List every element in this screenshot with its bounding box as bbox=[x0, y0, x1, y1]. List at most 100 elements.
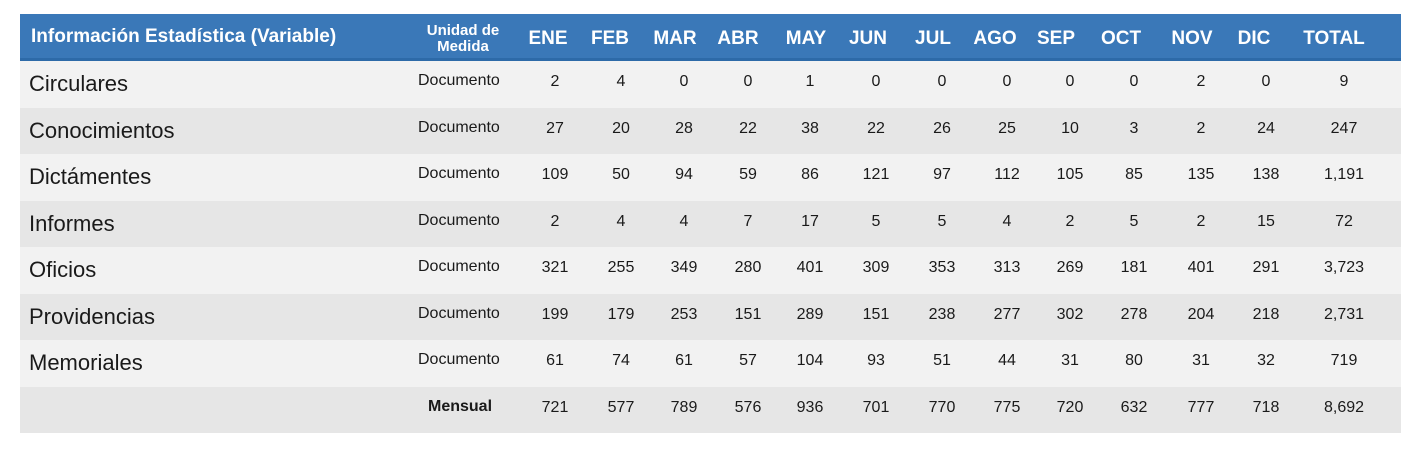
table-cell-value: 2 bbox=[550, 73, 560, 90]
table-cell-value: 309 bbox=[862, 259, 890, 276]
row-variable-name: Dictámentes bbox=[29, 164, 152, 189]
table-cell-value: 0 bbox=[1002, 73, 1012, 90]
table-cell-value: 4 bbox=[1002, 212, 1012, 230]
table-cell-value: 770 bbox=[928, 398, 956, 416]
table-row: Circulares Documento 2 4 0 0 1 0 0 0 0 0 2 0 9 bbox=[20, 61, 1401, 108]
table-cell-value: 105 bbox=[1056, 166, 1084, 183]
statistics-table: Información Estadística (Variable) Unida… bbox=[20, 14, 1401, 433]
table-cell-value: 632 bbox=[1120, 398, 1148, 416]
header-month: OCT bbox=[1100, 28, 1142, 49]
table-cell-value: 15 bbox=[1257, 212, 1275, 230]
header-month: ABR bbox=[717, 28, 759, 49]
table-cell-value: 313 bbox=[993, 259, 1021, 276]
table-row: Dictámentes Documento 109 50 94 59 86 121 97 112 1… bbox=[20, 154, 1401, 201]
header-month: JUN bbox=[848, 28, 888, 49]
row-total: 3,723 bbox=[1323, 259, 1365, 276]
table-cell-value: 349 bbox=[670, 259, 698, 276]
table-cell-value: 22 bbox=[867, 119, 885, 137]
row-total: 72 bbox=[1335, 212, 1353, 230]
table-cell-value: 32 bbox=[1257, 352, 1275, 369]
table-cell-value: 61 bbox=[675, 352, 693, 369]
table-cell-value: 51 bbox=[933, 352, 951, 369]
row-variable-name: Informes bbox=[29, 210, 115, 236]
row-variable-name: Oficios bbox=[29, 257, 97, 282]
table-cell-value: 0 bbox=[1065, 73, 1075, 90]
table-cell-value: 151 bbox=[734, 305, 762, 323]
table-cell-value: 289 bbox=[796, 305, 824, 323]
row-unit: Documento bbox=[418, 304, 500, 322]
table-cell-value: 85 bbox=[1125, 166, 1143, 183]
table-cell-value: 401 bbox=[796, 259, 824, 276]
row-total: 719 bbox=[1330, 352, 1358, 369]
table-cell-value: 17 bbox=[801, 212, 819, 230]
table-cell-value: 269 bbox=[1056, 259, 1084, 276]
header-variable: Información Estadística (Variable) bbox=[31, 26, 337, 47]
table-cell-value: 61 bbox=[546, 352, 564, 369]
table-row: Conocimientos Documento 27 20 28 22 38 22 26 25 10… bbox=[20, 107, 1401, 154]
row-unit: Documento bbox=[418, 165, 500, 182]
table-cell-value: 109 bbox=[541, 166, 569, 183]
row-unit: Documento bbox=[418, 72, 500, 89]
table-cell-value: 2 bbox=[1196, 212, 1206, 230]
table-cell-value: 5 bbox=[937, 212, 947, 230]
table-cell-value: 789 bbox=[670, 398, 698, 416]
row-total: 9 bbox=[1339, 73, 1349, 90]
table-body: Circulares Documento 2 4 0 0 1 0 0 0 0 0 2 0 9 Conocimi… bbox=[20, 61, 1401, 433]
row-variable-name: Providencias bbox=[29, 303, 155, 329]
table-cell-value: 936 bbox=[796, 398, 824, 416]
table-cell-value: 255 bbox=[607, 259, 635, 276]
table-cell-value: 4 bbox=[616, 73, 626, 90]
table-cell-value: 31 bbox=[1061, 352, 1079, 369]
table-cell-value: 2 bbox=[1065, 212, 1075, 230]
header-month: FEB bbox=[591, 28, 629, 49]
header-month: DIC bbox=[1237, 28, 1271, 49]
header-month: NOV bbox=[1171, 28, 1213, 49]
table-cell-value: 0 bbox=[937, 73, 947, 90]
table-cell-value: 280 bbox=[734, 259, 762, 276]
table-cell-value: 353 bbox=[928, 259, 956, 276]
table-cell-value: 20 bbox=[612, 119, 630, 137]
table-cell-value: 26 bbox=[933, 119, 951, 137]
table-cell-value: 93 bbox=[867, 352, 885, 369]
header-month: MAR bbox=[653, 28, 697, 49]
row-total: 247 bbox=[1330, 119, 1358, 137]
table-cell-value: 5 bbox=[871, 212, 881, 230]
table-row: Oficios Documento 321 255 349 280 401 309 353 313… bbox=[20, 247, 1401, 294]
header-total: TOTAL bbox=[1303, 28, 1365, 49]
table-cell-value: 25 bbox=[998, 119, 1016, 137]
table-cell-value: 86 bbox=[801, 166, 819, 183]
header-month: ENE bbox=[528, 28, 568, 49]
table-cell-value: 121 bbox=[862, 166, 890, 183]
table-cell-value: 576 bbox=[734, 398, 762, 416]
row-unit: Documento bbox=[418, 211, 500, 229]
table-cell-value: 181 bbox=[1120, 259, 1148, 276]
row-variable-name: Conocimientos bbox=[29, 117, 175, 143]
table-row: Providencias Documento 199 179 253 151 289 151 2… bbox=[20, 293, 1401, 340]
table-header: Información Estadística (Variable) Unida… bbox=[20, 14, 1401, 61]
table-row: Informes Documento 2 4 4 7 17 5 5 4 2 5 2 15 72 bbox=[20, 200, 1401, 247]
table-cell-value: 777 bbox=[1187, 398, 1215, 416]
table-cell-value: 135 bbox=[1187, 166, 1215, 183]
table-cell-value: 238 bbox=[928, 305, 956, 323]
table-cell-value: 218 bbox=[1252, 305, 1280, 323]
table-cell-value: 253 bbox=[670, 305, 698, 323]
table-cell-value: 57 bbox=[739, 352, 757, 369]
table-cell-value: 204 bbox=[1187, 305, 1215, 323]
table-cell-value: 7 bbox=[743, 212, 753, 230]
table-cell-value: 302 bbox=[1056, 305, 1084, 323]
monthly-totals-label: Mensual bbox=[428, 397, 493, 415]
table-cell-value: 3 bbox=[1129, 119, 1139, 137]
table-cell-value: 199 bbox=[541, 305, 569, 323]
table-cell-value: 27 bbox=[546, 119, 564, 137]
grand-total: 8,692 bbox=[1323, 398, 1365, 416]
table-cell-value: 22 bbox=[739, 119, 757, 137]
header-unit: Unidad de Medida bbox=[426, 22, 500, 55]
table-cell-value: 44 bbox=[998, 352, 1016, 369]
table-cell-value: 721 bbox=[541, 398, 569, 416]
table-cell-value: 28 bbox=[675, 119, 693, 137]
row-unit: Documento bbox=[418, 258, 500, 275]
row-unit: Documento bbox=[418, 351, 500, 368]
table-cell-value: 577 bbox=[607, 398, 635, 416]
table-cell-value: 24 bbox=[1257, 119, 1275, 137]
header-month: AGO bbox=[973, 28, 1017, 49]
